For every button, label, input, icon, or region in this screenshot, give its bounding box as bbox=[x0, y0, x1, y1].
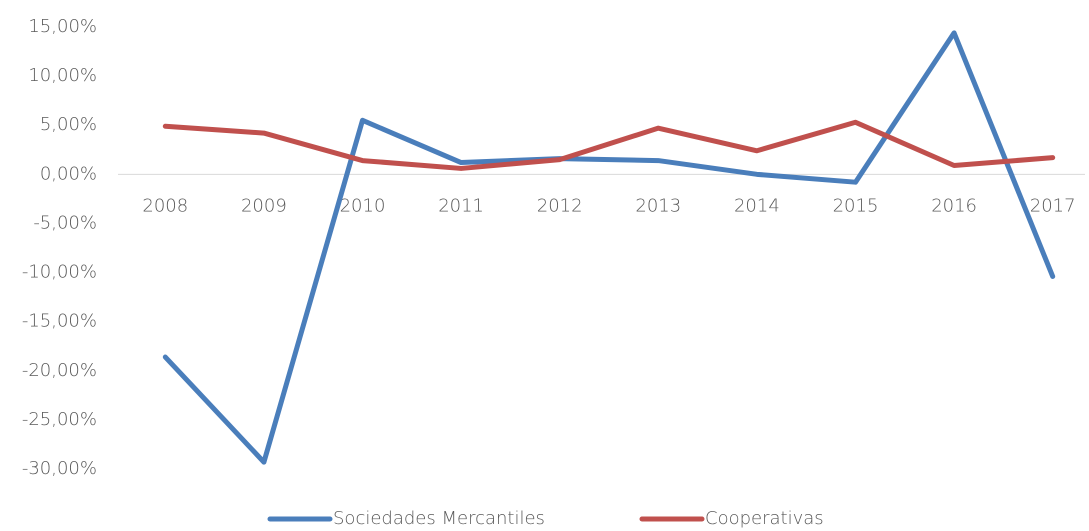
y-tick-label: 10,00% bbox=[28, 65, 97, 86]
y-tick-label: -10,00% bbox=[22, 262, 97, 283]
series-line bbox=[162, 30, 1056, 465]
series-line bbox=[162, 119, 1056, 171]
x-tick-label: 2016 bbox=[931, 195, 977, 216]
x-tick-label: 2012 bbox=[537, 195, 583, 216]
y-tick-label: 5,00% bbox=[40, 114, 97, 135]
y-tick-label: -30,00% bbox=[22, 458, 97, 479]
x-tick-label: 2015 bbox=[833, 195, 879, 216]
y-tick-label: 0,00% bbox=[40, 163, 97, 184]
x-tick-label: 2008 bbox=[142, 195, 188, 216]
y-tick-label: -5,00% bbox=[33, 212, 97, 233]
legend-label: Sociedades Mercantiles bbox=[333, 508, 545, 529]
x-tick-label: 2011 bbox=[438, 195, 484, 216]
x-tick-label: 2017 bbox=[1030, 195, 1076, 216]
x-tick-label: 2009 bbox=[241, 195, 287, 216]
y-tick-label: -20,00% bbox=[22, 360, 97, 381]
legend-label: Cooperativas bbox=[705, 508, 824, 529]
y-tick-label: -25,00% bbox=[22, 409, 97, 430]
x-tick-label: 2014 bbox=[734, 195, 780, 216]
y-tick-label: 15,00% bbox=[28, 16, 97, 37]
x-tick-label: 2013 bbox=[635, 195, 681, 216]
y-tick-label: -15,00% bbox=[22, 311, 97, 332]
x-tick-label: 2010 bbox=[340, 195, 386, 216]
